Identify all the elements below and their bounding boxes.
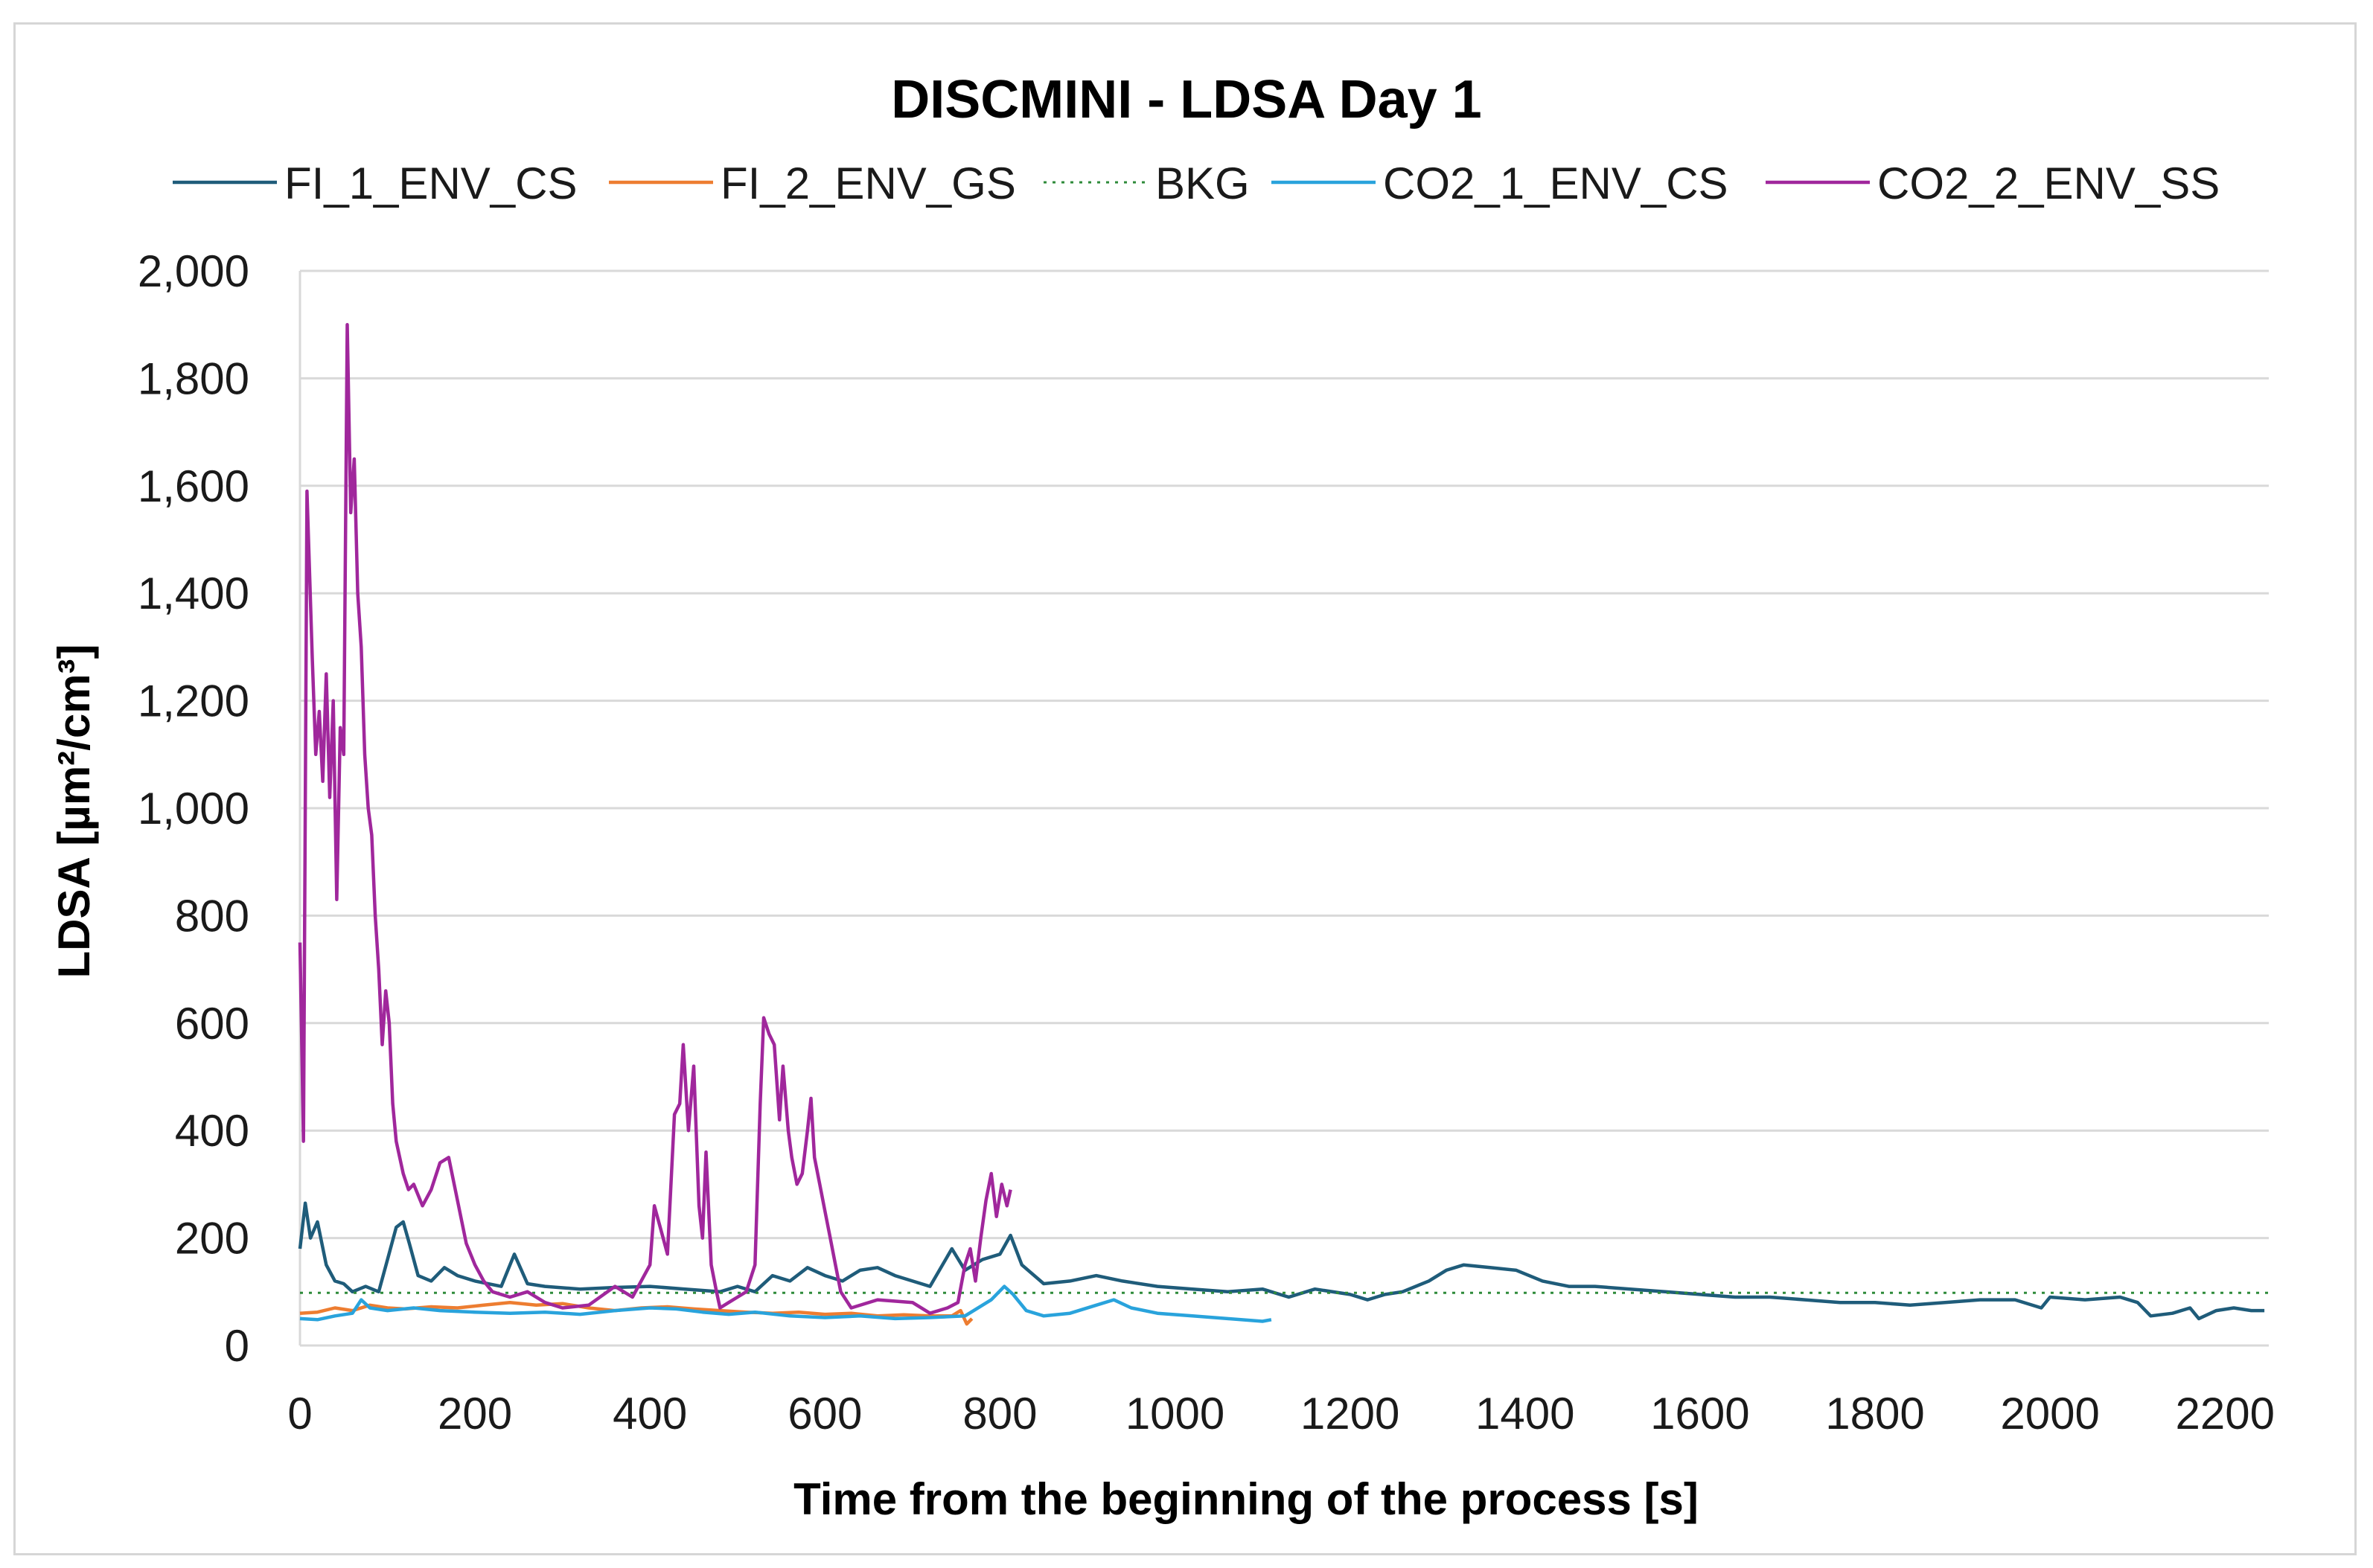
x-tick-label: 1600 — [1650, 1389, 1749, 1439]
legend-label: FI_1_ENV_CS — [284, 159, 578, 208]
series-line-fi-2-env-gs — [299, 1300, 974, 1326]
x-tick-label: 1800 — [1825, 1389, 1924, 1439]
x-tick-label: 1000 — [1125, 1389, 1224, 1439]
x-tick-label: 0 — [287, 1389, 312, 1439]
y-tick-label: 1,800 — [138, 353, 249, 403]
y-axis-ticks: 0 200 400 600 800 1,000 1,200 1,400 1,600 1,800 2,… — [138, 246, 249, 1371]
y-tick-label: 200 — [175, 1214, 249, 1264]
y-tick-label: 1,600 — [138, 461, 249, 511]
series-line-co2-1-env-cs — [299, 1284, 1272, 1323]
y-tick-label: 1,200 — [138, 676, 249, 726]
legend-label: CO2_2_ENV_SS — [1877, 159, 2220, 208]
x-tick-label: 200 — [438, 1389, 512, 1439]
chart-legend: FI_1_ENV_CS FI_2_ENV_GS BKG CO2_1_ENV_CS CO2… — [173, 159, 2220, 208]
plot-series — [298, 322, 2269, 1326]
x-axis-ticks: 0 200 400 600 800 1000 1200 1400 1600 1800 2000 220… — [287, 1389, 2275, 1439]
y-tick-label: 2,000 — [138, 246, 249, 296]
x-axis-title: Time from the beginning of the process [… — [793, 1474, 1699, 1524]
x-tick-label: 2200 — [2175, 1389, 2274, 1439]
x-tick-label: 1200 — [1300, 1389, 1399, 1439]
y-tick-label: 800 — [175, 891, 249, 941]
chart-title: DISCMINI - LDSA Day 1 — [891, 70, 1481, 129]
y-tick-label: 400 — [175, 1106, 249, 1156]
x-tick-label: 600 — [788, 1389, 862, 1439]
legend-label: CO2_1_ENV_CS — [1383, 159, 1728, 208]
x-tick-label: 400 — [613, 1389, 687, 1439]
series-line-fi-1-env-cs — [298, 1201, 2265, 1321]
y-tick-label: 0 — [225, 1321, 249, 1371]
y-tick-label: 1,000 — [138, 784, 249, 833]
x-tick-label: 2000 — [2000, 1389, 2099, 1439]
y-tick-label: 1,400 — [138, 569, 249, 618]
legend-label: BKG — [1155, 159, 1250, 208]
legend-label: FI_2_ENV_GS — [721, 159, 1016, 208]
x-tick-label: 1400 — [1475, 1389, 1574, 1439]
series-line-co2-2-env-ss — [298, 322, 1012, 1315]
x-tick-label: 800 — [962, 1389, 1037, 1439]
y-axis-title: LDSA [µm²/cm³] — [49, 644, 99, 978]
y-tick-label: 600 — [175, 999, 249, 1049]
chart-gridlines — [298, 269, 2269, 1347]
